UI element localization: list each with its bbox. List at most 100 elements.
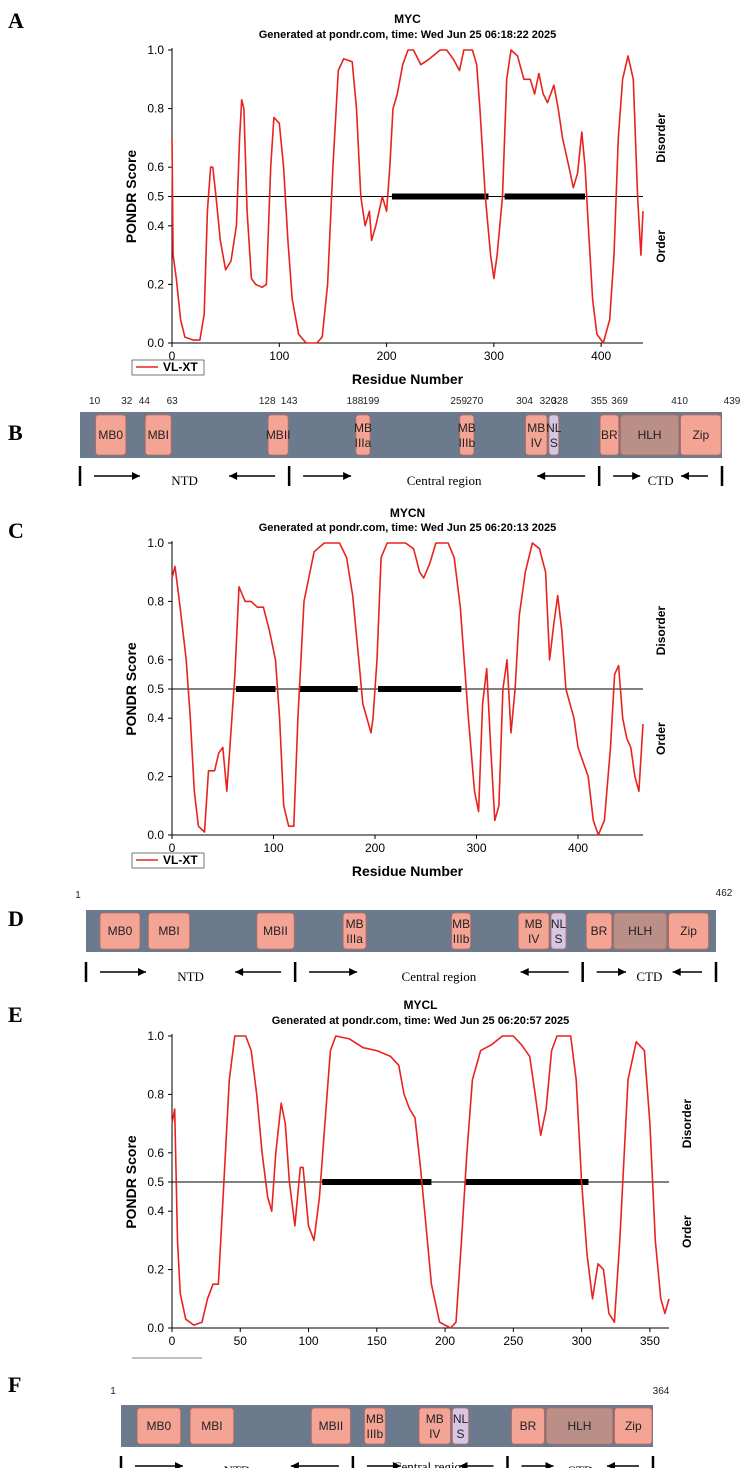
chart-title: MYCL (404, 998, 438, 1012)
x-tick-label: 400 (591, 349, 611, 363)
residue-position-label: 270 (467, 396, 484, 407)
domain-br: BR (511, 1407, 545, 1445)
domain-box (342, 912, 367, 950)
residue-position-label: 410 (671, 396, 688, 407)
residue-position-label: 259 (450, 396, 467, 407)
order-label: Order (680, 1215, 694, 1248)
domain-mbi: MBI (148, 912, 190, 950)
right-arrow-head (132, 472, 141, 480)
y-axis-label: PONDR Score (123, 642, 139, 736)
domain-nls: NLS (550, 912, 567, 950)
left-arrow-head (680, 472, 689, 480)
domain-label: HLH (628, 924, 652, 938)
domain-hlh: HLH (620, 414, 679, 456)
domain-box (95, 414, 127, 456)
domain-box (517, 912, 550, 950)
chart-subtitle: Generated at pondr.com, time: Wed Jun 25… (259, 522, 557, 534)
domain-box (364, 1407, 386, 1445)
domain-hlh: HLH (613, 912, 668, 950)
domain-zip: Zip (614, 1407, 653, 1445)
domain-label: HLH (567, 1419, 591, 1433)
legend-box (131, 852, 205, 869)
residue-position-label: 44 (139, 396, 151, 407)
legend: VL-XT (131, 852, 205, 869)
disorder-label: Disorder (654, 606, 668, 656)
y-axis-label: PONDR Score (123, 150, 139, 244)
start-position-label: 1 (75, 890, 81, 901)
x-tick-label: 0 (169, 841, 176, 855)
y-tick-label: 0.6 (147, 653, 164, 667)
y-tick-label: 0.2 (147, 277, 164, 291)
y-tick-label: 0.5 (147, 190, 164, 204)
domain-zip: Zip (668, 912, 709, 950)
legend-label: VL-XT (163, 853, 198, 867)
x-tick-label: 200 (435, 1334, 455, 1348)
domain-box (355, 414, 371, 456)
domain-box (148, 912, 190, 950)
domain-box (451, 912, 471, 950)
domain-label-line2: IV (528, 932, 539, 946)
x-tick-label: 200 (365, 841, 385, 855)
left-arrow-head (537, 472, 546, 480)
domain-label-line1: MB (366, 1412, 384, 1426)
residue-position-label: 128 (259, 396, 276, 407)
chart-subtitle: Generated at pondr.com, time: Wed Jun 25… (259, 29, 557, 41)
domain-box (311, 1407, 351, 1445)
left-arrow-head (235, 968, 244, 976)
right-arrow-head (392, 1462, 401, 1468)
x-tick-label: 50 (234, 1334, 248, 1348)
region-label: NTD (224, 1463, 251, 1468)
y-tick-label: 0.0 (147, 828, 164, 842)
domain-box (550, 912, 567, 950)
domain-box (525, 414, 548, 456)
domain-label: Zip (680, 924, 697, 938)
domain-br: BR (585, 912, 613, 950)
region-label: CTD (636, 969, 662, 984)
region-ctd: CTD (613, 466, 724, 488)
domain-label-line1: NL (551, 917, 567, 931)
x-tick-label: 200 (377, 349, 397, 363)
region-central-region: Central region (366, 1456, 509, 1468)
region-ctd: CTD (596, 962, 718, 984)
domain-box (511, 1407, 545, 1445)
right-arrow-head (618, 968, 627, 976)
y-tick-label: 1.0 (147, 536, 164, 550)
x-tick-label: 150 (367, 1334, 387, 1348)
y-tick-label: 0.4 (147, 1204, 164, 1218)
region-ntd: NTD (78, 466, 291, 488)
domain-label-line1: NL (453, 1412, 469, 1426)
x-tick-label: 250 (503, 1334, 523, 1348)
region-label: Central region (393, 1459, 468, 1468)
domain-box (548, 414, 560, 456)
residue-position-label: 32 (121, 396, 133, 407)
domain-label-line2: S (554, 932, 562, 946)
domain-label-line2: IIIa (355, 436, 372, 450)
domain-label-line2: S (457, 1427, 465, 1441)
domain-box (614, 1407, 653, 1445)
region-central-region: Central region (303, 466, 601, 488)
left-arrow-head (606, 1462, 615, 1468)
y-tick-label: 0.5 (147, 1175, 164, 1189)
residue-position-label: 304 (516, 396, 533, 407)
residue-position-label: 369 (611, 396, 628, 407)
domain-label: MBI (158, 924, 179, 938)
domain-nls: NLS (546, 414, 562, 456)
domain-mbi: MBI (144, 414, 172, 456)
y-tick-label: 0.2 (147, 770, 164, 784)
domain-label-line1: MB (527, 421, 545, 435)
domain-label: MBI (201, 1419, 222, 1433)
panel-letter-B: B (8, 420, 23, 445)
panel-letter-D: D (8, 906, 24, 931)
disorder-label: Disorder (654, 113, 668, 163)
residue-position-label: 355 (591, 396, 608, 407)
region-ntd: NTD (84, 962, 297, 984)
x-tick-label: 350 (640, 1334, 660, 1348)
residue-position-label: 199 (363, 396, 380, 407)
residue-position-label: 320 (540, 396, 557, 407)
